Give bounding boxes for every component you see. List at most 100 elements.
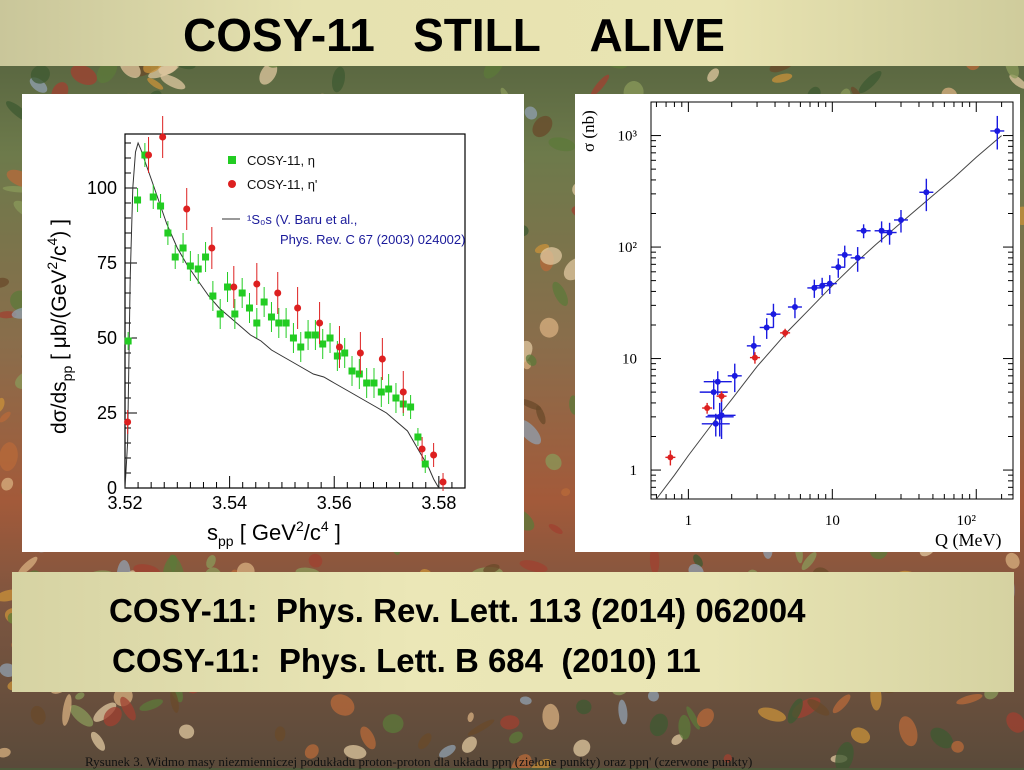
leaf bbox=[17, 556, 38, 576]
eta-prime-point bbox=[294, 304, 302, 312]
leaf bbox=[524, 106, 538, 120]
eta-point bbox=[202, 253, 210, 261]
blue-data-point bbox=[714, 378, 721, 385]
eta-point bbox=[385, 385, 393, 393]
y-tick-label: 75 bbox=[97, 253, 117, 273]
eta-point bbox=[311, 331, 319, 339]
y-tick-label: 1 bbox=[630, 463, 638, 479]
leaf bbox=[93, 702, 117, 722]
eta-prime-point bbox=[274, 289, 282, 297]
eta-prime-point bbox=[159, 133, 167, 141]
leaf bbox=[693, 554, 703, 567]
eta-point bbox=[267, 313, 275, 321]
eta-prime-point bbox=[253, 280, 261, 288]
leaf bbox=[956, 693, 983, 705]
blue-data-point bbox=[854, 254, 861, 261]
curve-reference: Phys. Rev. C 67 (2003) 024002) bbox=[280, 232, 465, 247]
leaf bbox=[678, 714, 691, 740]
eta-point bbox=[319, 340, 327, 348]
eta-point bbox=[231, 310, 239, 318]
leaf bbox=[69, 704, 94, 727]
fit-curve bbox=[656, 135, 1002, 500]
eta-point bbox=[260, 298, 268, 306]
leaf bbox=[807, 699, 830, 716]
leaf bbox=[170, 689, 179, 713]
y-tick-label: 0 bbox=[107, 478, 117, 498]
legend-label: COSY-11, η bbox=[247, 153, 315, 168]
eta-point bbox=[253, 319, 261, 327]
eta-point bbox=[348, 367, 356, 375]
eta-point bbox=[414, 433, 422, 441]
eta-point bbox=[370, 379, 378, 387]
x-tick-label: 10² bbox=[957, 513, 977, 529]
blue-data-point bbox=[791, 304, 798, 311]
x-tick-label: 3.54 bbox=[212, 493, 247, 513]
leaf bbox=[1005, 552, 1020, 569]
leaf bbox=[536, 405, 546, 425]
leaf bbox=[509, 731, 523, 744]
eta-prime-point bbox=[208, 244, 216, 252]
eta-prime-point bbox=[378, 355, 386, 363]
eta-point bbox=[157, 202, 165, 210]
invariant-mass-chart: 3.52 3.54 3.56 3.58 0 25 50 75 100 spp [ GeV2/c4 … bbox=[44, 116, 466, 549]
x-tick-label: 3.56 bbox=[317, 493, 352, 513]
leaf bbox=[858, 71, 882, 94]
leaf bbox=[787, 698, 803, 724]
blue-data-point bbox=[731, 372, 738, 379]
eta-point bbox=[141, 151, 149, 159]
blue-data-point bbox=[718, 412, 725, 419]
blue-data-point bbox=[994, 127, 1001, 134]
leaf bbox=[467, 712, 474, 723]
eta-prime-point bbox=[230, 283, 238, 291]
leaf bbox=[649, 546, 660, 575]
eta-point bbox=[179, 244, 187, 252]
leaf bbox=[148, 64, 178, 79]
eta-point bbox=[275, 319, 283, 327]
leaf bbox=[467, 719, 495, 736]
leaf bbox=[835, 741, 854, 768]
x-tick-label: 3.58 bbox=[421, 493, 456, 513]
leaf bbox=[0, 747, 11, 758]
leaf bbox=[648, 690, 659, 702]
eta-prime-point bbox=[356, 349, 364, 357]
eta-prime-point bbox=[145, 151, 153, 159]
red-data-point bbox=[782, 329, 789, 336]
leaf bbox=[561, 488, 571, 497]
leaf bbox=[0, 442, 18, 472]
eta-point bbox=[194, 265, 202, 273]
left-chart-panel: 3.52 3.54 3.56 3.58 0 25 50 75 100 spp [ GeV2/c4 … bbox=[22, 94, 524, 552]
eta-point bbox=[149, 193, 157, 201]
red-data-point bbox=[704, 405, 711, 412]
y-tick-label: 10 bbox=[622, 352, 637, 368]
leaf bbox=[331, 66, 346, 93]
red-data-point bbox=[718, 393, 725, 400]
eta-point bbox=[341, 349, 349, 357]
leaf bbox=[343, 745, 367, 759]
leaf bbox=[1, 477, 14, 491]
leaf bbox=[696, 708, 714, 728]
leaf bbox=[723, 754, 732, 763]
leaf bbox=[542, 703, 560, 730]
blue-data-point bbox=[835, 264, 842, 271]
red-data-point bbox=[751, 354, 758, 361]
blue-data-point bbox=[841, 251, 848, 258]
leaf bbox=[139, 699, 163, 711]
leaf bbox=[545, 453, 562, 471]
leaf bbox=[147, 77, 164, 90]
blue-data-point bbox=[923, 189, 930, 196]
blue-data-point bbox=[750, 342, 757, 349]
leaf bbox=[649, 713, 668, 737]
eta-point bbox=[333, 352, 341, 360]
leaf bbox=[500, 715, 520, 730]
leaf bbox=[552, 281, 568, 307]
leaf bbox=[30, 65, 50, 84]
x-axis-label: spp [ GeV2/c4 ] bbox=[207, 518, 341, 549]
right-chart-panel: 1 10 10² 1 10 10² 10³ Q (MeV) σ (nb) bbox=[575, 94, 1020, 552]
blue-data-point bbox=[710, 389, 717, 396]
eta-point bbox=[124, 337, 132, 345]
theory-curve bbox=[124, 141, 440, 489]
leaf bbox=[0, 663, 17, 677]
leaf bbox=[576, 699, 592, 715]
leaf bbox=[539, 317, 559, 338]
eta-prime-point bbox=[335, 343, 343, 351]
